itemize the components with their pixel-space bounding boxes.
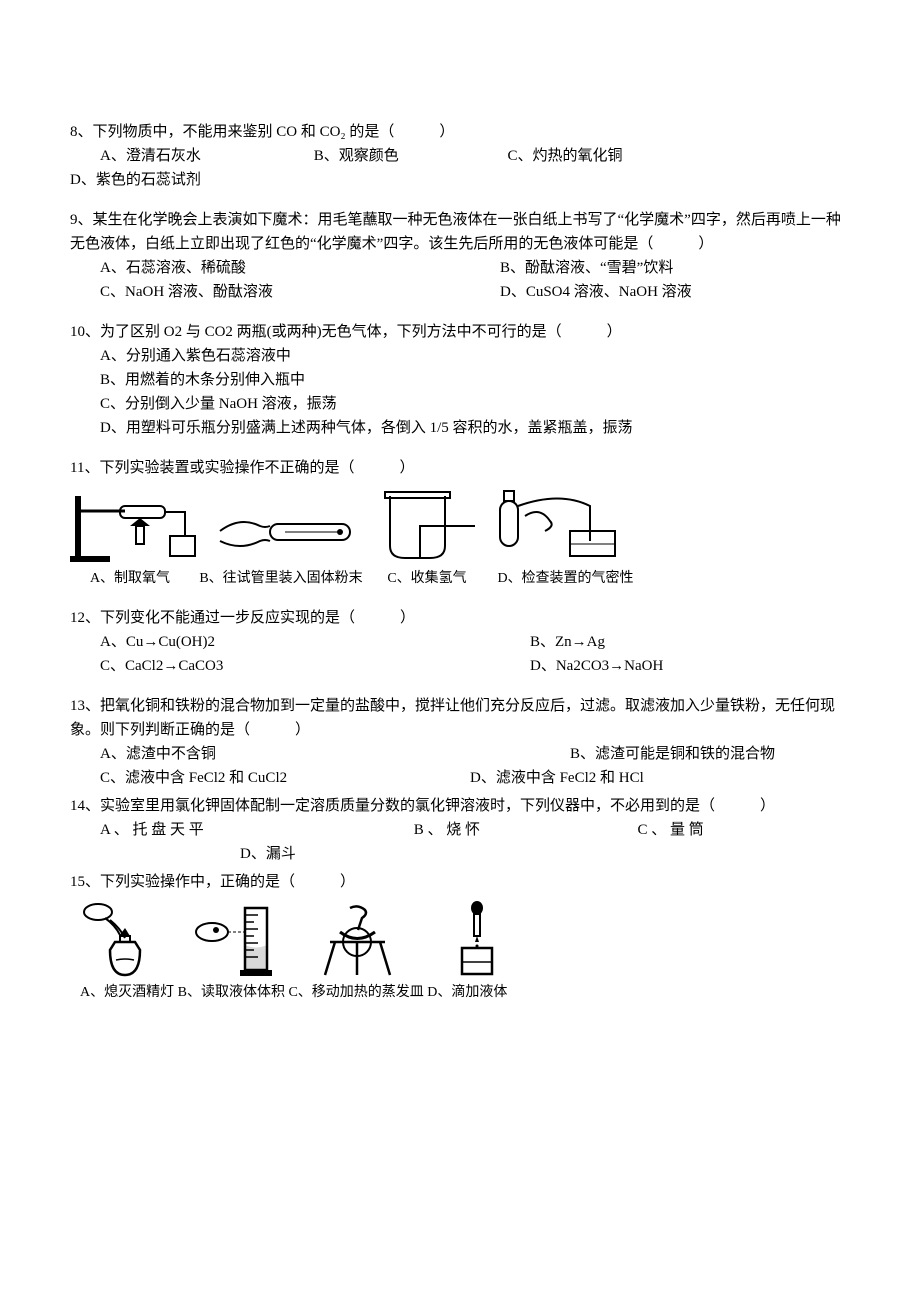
q15-fig-b — [190, 900, 285, 980]
apparatus-d-icon — [490, 486, 640, 566]
q15-fig-a — [70, 900, 165, 980]
evaporating-dish-move-icon — [310, 900, 405, 980]
apparatus-a-icon — [70, 486, 200, 566]
q12-opt-d: D、Na2CO3→NaOH — [530, 654, 663, 678]
q12-opt-b: B、Zn→Ag — [530, 630, 605, 654]
q8-stem: 8、下列物质中，不能用来鉴别 CO 和 CO₂ 的是（ ） — [70, 120, 850, 144]
question-12: 12、下列变化不能通过一步反应实现的是（ ） A、Cu→Cu(OH)2 B、Zn… — [70, 606, 850, 678]
q13-opt-d: D、滤液中含 FeCl2 和 HCl — [470, 766, 644, 790]
q13-opt-c: C、滤液中含 FeCl2 和 CuCl2 — [70, 766, 470, 790]
q11-fig-b — [210, 496, 360, 566]
apparatus-b-icon — [210, 496, 360, 566]
q9-opt-a: A、石蕊溶液、稀硫酸 — [70, 256, 500, 280]
q15-caption: A、熄灭酒精灯 B、读取液体体积 C、移动加热的蒸发皿 D、滴加液体 — [70, 982, 850, 1004]
q10-stem: 10、为了区别 O2 与 CO2 两瓶(或两种)无色气体，下列方法中不可行的是（… — [70, 320, 850, 344]
q10-opt-a: A、分别通入紫色石蕊溶液中 — [70, 344, 850, 368]
q9-opt-c: C、NaOH 溶液、酚酞溶液 — [70, 280, 500, 304]
question-13: 13、把氧化铜和铁粉的混合物加到一定量的盐酸中，搅拌让他们充分反应后，过滤。取滤… — [70, 694, 850, 790]
q11-fig-a — [70, 486, 200, 566]
q8-opt-d: D、紫色的石蕊试剂 — [70, 168, 201, 192]
q14-stem: 14、实验室里用氯化钾固体配制一定溶质质量分数的氯化钾溶液时，下列仪器中，不必用… — [70, 794, 850, 818]
q9-stem: 9、某生在化学晚会上表演如下魔术：用毛笔蘸取一种无色液体在一张白纸上书写了“化学… — [70, 208, 850, 256]
q12-opt-c: C、CaCl2→CaCO3 — [70, 654, 530, 678]
question-9: 9、某生在化学晚会上表演如下魔术：用毛笔蘸取一种无色液体在一张白纸上书写了“化学… — [70, 208, 850, 304]
q13-opt-a: A、滤渣中不含铜 — [70, 742, 570, 766]
question-15: 15、下列实验操作中，正确的是（ ） — [70, 870, 850, 1004]
q14-opt-a: A 、 托 盘 天 平 — [70, 818, 410, 842]
q11-fig-c — [370, 486, 480, 566]
q8-opt-c: C、灼热的氧化铜 — [508, 144, 718, 168]
q14-opt-c: C 、 量 筒 — [638, 818, 704, 842]
q15-stem: 15、下列实验操作中，正确的是（ ） — [70, 870, 850, 894]
dropper-add-icon — [430, 900, 525, 980]
graduated-cylinder-read-icon — [190, 900, 285, 980]
q15-fig-d — [430, 900, 525, 980]
q14-opt-d: D、漏斗 — [240, 842, 296, 866]
apparatus-c-icon — [370, 486, 480, 566]
q11-cap-d: D、检查装置的气密性 — [486, 568, 646, 590]
q14-opt-b: B 、 烧 怀 — [414, 818, 634, 842]
question-14: 14、实验室里用氯化钾固体配制一定溶质质量分数的氯化钾溶液时，下列仪器中，不必用… — [70, 794, 850, 866]
q11-stem: 11、下列实验装置或实验操作不正确的是（ ） — [70, 456, 850, 480]
q11-figures — [70, 486, 850, 566]
question-8: 8、下列物质中，不能用来鉴别 CO 和 CO₂ 的是（ ） A、澄清石灰水 B、… — [70, 120, 850, 192]
q15-fig-c — [310, 900, 405, 980]
q15-figures — [70, 900, 850, 980]
q12-stem: 12、下列变化不能通过一步反应实现的是（ ） — [70, 606, 850, 630]
question-11: 11、下列实验装置或实验操作不正确的是（ ） — [70, 456, 850, 590]
q11-captions: A、制取氧气 B、往试管里装入固体粉末 C、收集氢气 D、检查装置的气密性 — [70, 568, 850, 590]
q11-cap-b: B、往试管里装入固体粉末 — [194, 568, 369, 590]
q13-opt-b: B、滤渣可能是铜和铁的混合物 — [570, 742, 775, 766]
alcohol-lamp-blow-icon — [70, 900, 165, 980]
q8-opt-b: B、观察颜色 — [314, 144, 504, 168]
q11-cap-a: A、制取氧气 — [70, 568, 190, 590]
q9-opt-d: D、CuSO4 溶液、NaOH 溶液 — [500, 280, 692, 304]
q10-opt-b: B、用燃着的木条分别伸入瓶中 — [70, 368, 850, 392]
question-10: 10、为了区别 O2 与 CO2 两瓶(或两种)无色气体，下列方法中不可行的是（… — [70, 320, 850, 440]
q9-opt-b: B、酚酞溶液、“雪碧”饮料 — [500, 256, 673, 280]
q13-stem: 13、把氧化铜和铁粉的混合物加到一定量的盐酸中，搅拌让他们充分反应后，过滤。取滤… — [70, 694, 850, 742]
q12-opt-a: A、Cu→Cu(OH)2 — [70, 630, 530, 654]
q10-opt-d: D、用塑料可乐瓶分别盛满上述两种气体，各倒入 1/5 容积的水，盖紧瓶盖，振荡 — [70, 416, 850, 440]
q11-cap-c: C、收集氢气 — [372, 568, 482, 590]
q8-opt-a: A、澄清石灰水 — [70, 144, 310, 168]
q11-fig-d — [490, 486, 640, 566]
q10-opt-c: C、分别倒入少量 NaOH 溶液，振荡 — [70, 392, 850, 416]
